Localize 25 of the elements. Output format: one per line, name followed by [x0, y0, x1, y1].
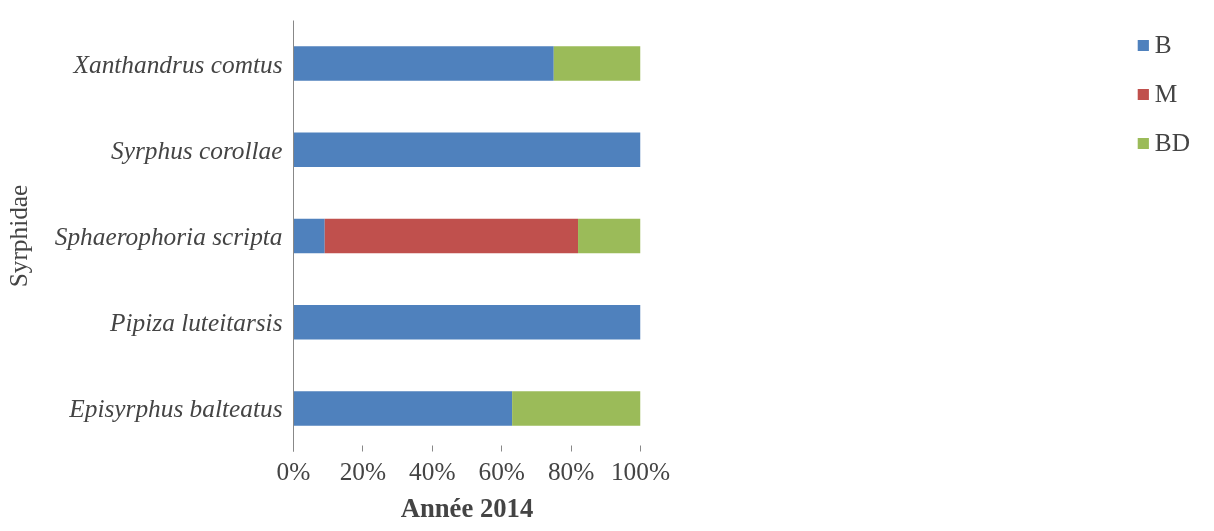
- y-tick-label: Xanthandrus comtus: [72, 49, 283, 78]
- bar: [324, 218, 579, 254]
- y-axis-title: Syrphidae: [3, 184, 32, 288]
- legend-label: M: [1154, 79, 1178, 108]
- x-tick-label: 80%: [547, 456, 595, 485]
- x-tick-label: 40%: [409, 456, 456, 485]
- legend-label: B: [1154, 30, 1173, 59]
- y-tick-label: Pipiza luteitarsis: [109, 308, 283, 337]
- y-tick-label: Syrphus corollae: [111, 135, 283, 164]
- y-tick-label: Sphaerophoria scripta: [54, 222, 283, 250]
- bar: [293, 46, 554, 81]
- x-tick-label: 100%: [610, 456, 671, 485]
- bar: [512, 391, 641, 426]
- x-tick-label: 60%: [478, 456, 525, 485]
- x-tick-label: 20%: [339, 456, 387, 485]
- bar: [293, 304, 641, 340]
- bar: [293, 132, 641, 168]
- x-tick-label: 0%: [276, 456, 311, 485]
- y-tick-label: Episyrphus balteatus: [68, 394, 283, 423]
- bar: [553, 46, 641, 81]
- bar: [293, 391, 513, 426]
- bar: [578, 218, 641, 254]
- legend-label: BD: [1154, 128, 1190, 157]
- x-axis-title: Année 2014: [400, 492, 534, 523]
- bar: [293, 218, 325, 254]
